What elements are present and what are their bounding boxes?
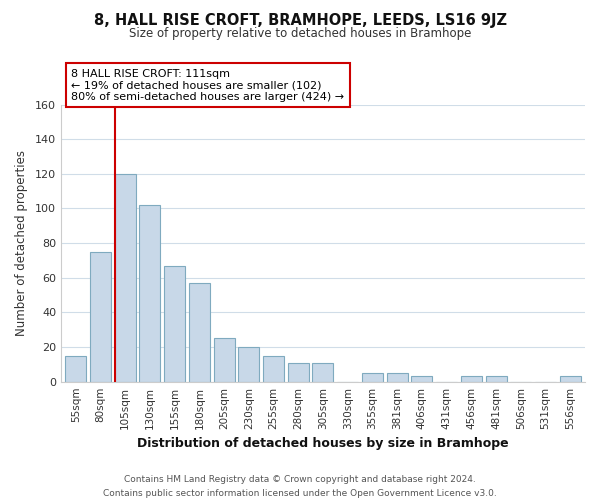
Text: Size of property relative to detached houses in Bramhope: Size of property relative to detached ho… — [129, 28, 471, 40]
Bar — [65, 356, 86, 382]
Text: 8, HALL RISE CROFT, BRAMHOPE, LEEDS, LS16 9JZ: 8, HALL RISE CROFT, BRAMHOPE, LEEDS, LS1… — [94, 12, 506, 28]
Y-axis label: Number of detached properties: Number of detached properties — [15, 150, 28, 336]
Bar — [238, 347, 259, 382]
X-axis label: Distribution of detached houses by size in Bramhope: Distribution of detached houses by size … — [137, 437, 509, 450]
Bar — [139, 205, 160, 382]
Bar — [313, 362, 334, 382]
Bar — [386, 373, 407, 382]
Bar — [115, 174, 136, 382]
Bar — [412, 376, 433, 382]
Bar — [189, 283, 210, 382]
Bar — [214, 338, 235, 382]
Bar — [485, 376, 506, 382]
Text: Contains HM Land Registry data © Crown copyright and database right 2024.
Contai: Contains HM Land Registry data © Crown c… — [103, 476, 497, 498]
Bar — [560, 376, 581, 382]
Bar — [90, 252, 111, 382]
Bar — [288, 362, 309, 382]
Bar — [461, 376, 482, 382]
Bar — [362, 373, 383, 382]
Bar — [263, 356, 284, 382]
Bar — [164, 266, 185, 382]
Text: 8 HALL RISE CROFT: 111sqm
← 19% of detached houses are smaller (102)
80% of semi: 8 HALL RISE CROFT: 111sqm ← 19% of detac… — [71, 68, 344, 102]
